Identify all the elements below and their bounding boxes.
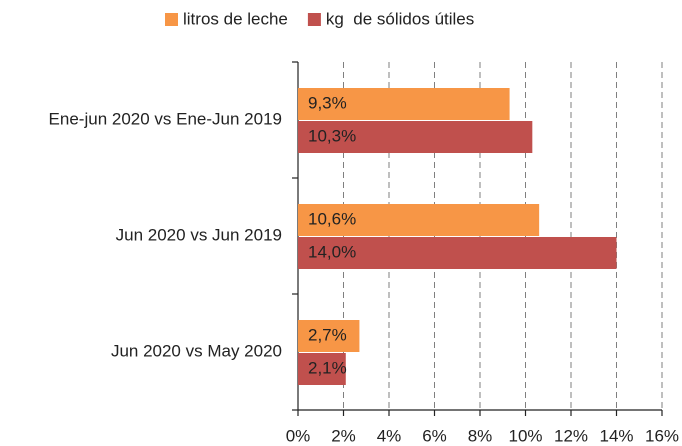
y-tick-label: Ene-jun 2020 vs Ene-Jun 2019 bbox=[49, 109, 282, 128]
legend-label: kg de sólidos útiles bbox=[326, 9, 474, 28]
y-tick-label: Jun 2020 vs Jun 2019 bbox=[116, 225, 282, 244]
bar bbox=[298, 353, 346, 385]
x-tick-label: 2% bbox=[331, 426, 356, 445]
value-label: 2,1% bbox=[308, 358, 347, 377]
x-tick-label: 12% bbox=[554, 426, 588, 445]
legend-swatch bbox=[165, 13, 178, 26]
bar bbox=[298, 237, 617, 269]
x-tick-label: 10% bbox=[508, 426, 542, 445]
x-tick-label: 8% bbox=[468, 426, 493, 445]
x-tick-label: 0% bbox=[286, 426, 311, 445]
legend-swatch bbox=[307, 13, 321, 26]
x-tick-label: 6% bbox=[422, 426, 447, 445]
x-tick-label: 14% bbox=[599, 426, 633, 445]
legend-label: litros de leche bbox=[183, 9, 288, 28]
value-label: 9,3% bbox=[308, 93, 347, 112]
bar bbox=[298, 88, 510, 120]
y-tick-label: Jun 2020 vs May 2020 bbox=[111, 341, 282, 360]
value-label: 10,6% bbox=[308, 209, 356, 228]
x-tick-label: 4% bbox=[377, 426, 402, 445]
value-label: 10,3% bbox=[308, 126, 356, 145]
value-label: 2,7% bbox=[308, 325, 347, 344]
x-tick-label: 16% bbox=[645, 426, 679, 445]
value-label: 14,0% bbox=[308, 242, 356, 261]
bar bbox=[298, 320, 360, 352]
bar bbox=[298, 121, 533, 153]
bar bbox=[298, 204, 540, 236]
